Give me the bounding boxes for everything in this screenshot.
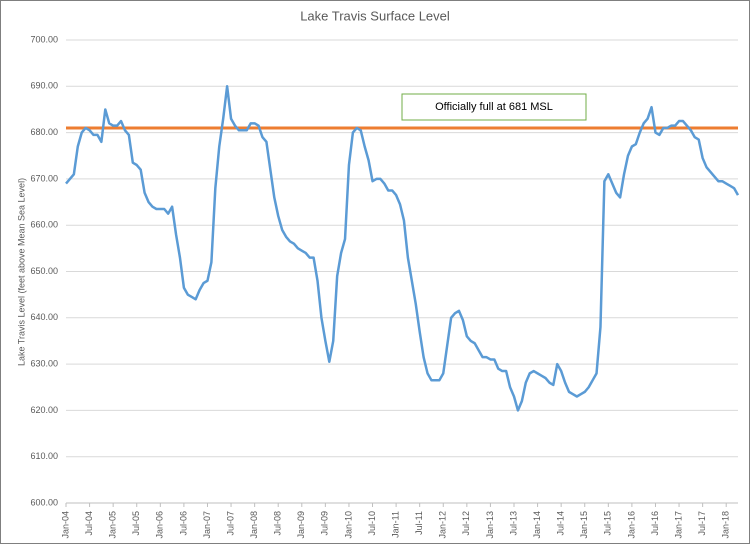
annotation: Officially full at 681 MSL — [435, 101, 553, 113]
x-tick-label: Jul-08 — [273, 511, 283, 536]
x-tick-label: Jan-11 — [390, 511, 400, 538]
y-tick-label: 690.00 — [30, 81, 58, 91]
x-tick-label: Jul-09 — [320, 511, 330, 536]
x-tick-label: Jan-06 — [155, 511, 165, 539]
x-tick-label: Jan-09 — [296, 511, 306, 539]
x-tick-label: Jul-10 — [367, 511, 377, 536]
x-tick-label: Jul-04 — [84, 511, 94, 536]
y-tick-label: 670.00 — [30, 173, 58, 183]
x-tick-label: Jul-13 — [508, 511, 518, 536]
x-tick-label: Jan-14 — [532, 511, 542, 539]
x-tick-label: Jul-05 — [131, 511, 141, 536]
y-tick-label: 660.00 — [30, 220, 58, 230]
x-tick-label: Jan-04 — [60, 511, 70, 539]
x-tick-label: Jan-08 — [249, 511, 259, 539]
x-tick-label: Jan-07 — [202, 511, 212, 539]
x-tick-label: Jan-16 — [626, 511, 636, 539]
x-tick-label: Jul-17 — [697, 511, 707, 536]
x-tick-label: Jul-16 — [650, 511, 660, 536]
x-tick-label: Jan-12 — [438, 511, 448, 539]
y-tick-label: 650.00 — [30, 266, 58, 276]
y-tick-label: 610.00 — [30, 451, 58, 461]
x-tick-label: Jan-18 — [721, 511, 731, 539]
y-tick-label: 640.00 — [30, 312, 58, 322]
data-line — [65, 85, 740, 412]
x-tick-label: Jul-06 — [178, 511, 188, 536]
x-tick-label: Jan-15 — [579, 511, 589, 539]
y-tick-label: 630.00 — [30, 358, 58, 368]
y-tick-label: 700.00 — [30, 34, 58, 44]
x-tick-label: Jan-10 — [343, 511, 353, 539]
x-tick-label: Jul-15 — [603, 511, 613, 536]
y-axis-label: Lake Travis Level (feet above Mean Sea L… — [16, 178, 26, 366]
x-tick-label: Jan-13 — [485, 511, 495, 539]
x-tick-label: Jul-07 — [225, 511, 235, 536]
y-tick-label: 680.00 — [30, 127, 58, 137]
chart-title: Lake Travis Surface Level — [300, 8, 450, 23]
x-tick-label: Jul-11 — [414, 511, 424, 535]
annotation-box — [401, 93, 587, 121]
x-tick-label: Jul-12 — [461, 511, 471, 536]
x-tick-label: Jan-17 — [673, 511, 683, 539]
x-tick-label: Jul-14 — [556, 511, 566, 536]
y-tick-label: 620.00 — [30, 405, 58, 415]
y-tick-label: 600.00 — [30, 497, 58, 507]
x-tick-label: Jan-05 — [108, 511, 118, 539]
